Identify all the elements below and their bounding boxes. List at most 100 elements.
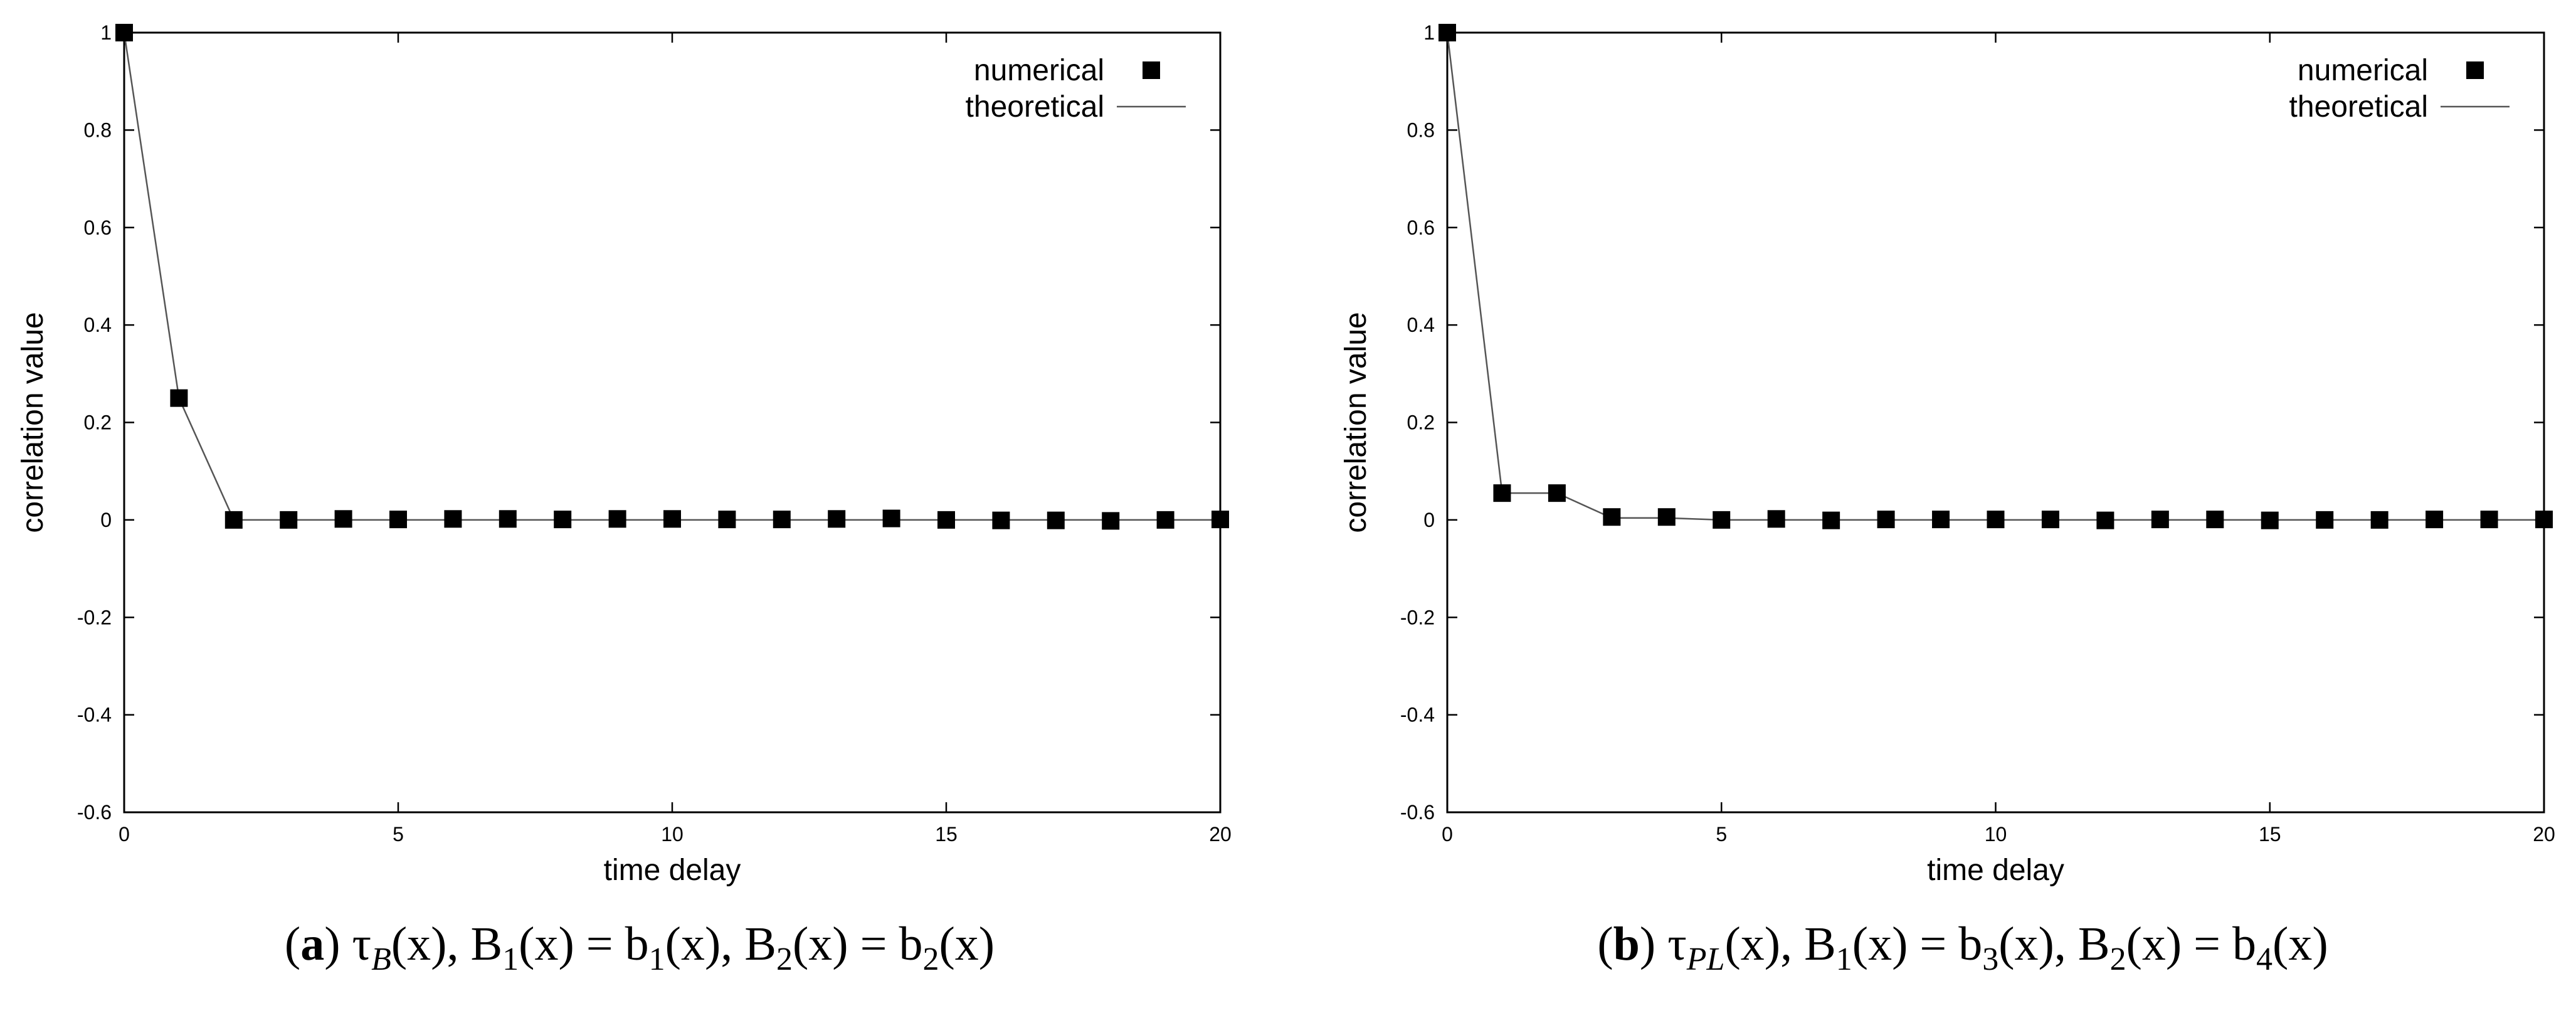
data-point-numerical (2426, 511, 2444, 529)
legend-label-theoretical: theoretical (2289, 90, 2428, 124)
caption-text-segment: (x) = b (1852, 918, 1982, 970)
caption-subscript: 2 (776, 941, 793, 977)
y-tick-label: -0.2 (77, 606, 112, 628)
data-point-numerical (2206, 511, 2224, 529)
legend-marker-numerical (2466, 61, 2484, 79)
caption-subscript: 1 (1836, 941, 1852, 977)
caption-text-segment: (x) = b (519, 918, 648, 970)
y-tick-label: 0 (1423, 509, 1435, 531)
caption-text-segment: (x) = b (793, 918, 922, 970)
x-tick-label: 10 (1985, 823, 2007, 846)
caption-tau: ) τ (1640, 918, 1687, 970)
data-point-numerical (115, 24, 133, 41)
data-point-numerical (2535, 511, 2553, 529)
y-tick-label: -0.6 (77, 801, 112, 824)
data-point-numerical (2151, 511, 2169, 529)
caption-text-segment: (x), B (391, 918, 502, 970)
y-tick-label: 0.8 (1407, 119, 1435, 141)
x-tick-label: 20 (2533, 823, 2555, 846)
data-point-numerical (992, 511, 1010, 529)
y-tick-label: -0.6 (1400, 801, 1435, 824)
caption-subscript: 1 (502, 941, 519, 977)
y-tick-label: 0.6 (84, 216, 112, 239)
caption-paren: ( (285, 918, 300, 970)
y-tick-label: -0.2 (1400, 606, 1435, 628)
data-point-numerical (1603, 508, 1621, 526)
data-point-numerical (1657, 508, 1676, 526)
plot-frame (123, 31, 1222, 814)
data-point-numerical (280, 511, 298, 529)
y-tick-label: 0.8 (84, 119, 112, 141)
caption-tau: ) τ (324, 918, 371, 970)
data-point-numerical (1767, 510, 1785, 528)
data-point-numerical (1102, 512, 1120, 530)
y-tick-label: -0.4 (77, 704, 112, 726)
caption-b1-subscript: 1 (649, 941, 665, 977)
y-tick-label: 0.4 (1407, 314, 1435, 336)
data-point-numerical (882, 509, 900, 528)
caption-subscript: 2 (2110, 941, 2126, 977)
data-point-numerical (2041, 511, 2059, 529)
data-point-numerical (1877, 511, 1895, 529)
data-point-numerical (1548, 484, 1566, 502)
caption-text-segment: (x) (939, 918, 995, 970)
caption-panel-label: a (300, 918, 324, 970)
data-point-numerical (224, 511, 243, 529)
y-tick-label: -0.4 (1400, 704, 1435, 726)
caption-text-segment: (x), B (1724, 918, 1835, 970)
caption-tau-subscript: B (371, 941, 391, 977)
legend-label-numerical: numerical (974, 54, 1104, 87)
data-point-numerical (2316, 511, 2334, 529)
data-point-numerical (2480, 511, 2498, 529)
x-axis-label: time delay (1927, 854, 2064, 887)
y-tick-label: 0.6 (1407, 216, 1435, 239)
x-axis-label: time delay (604, 854, 741, 887)
data-point-numerical (828, 510, 846, 528)
x-tick-label: 15 (2259, 823, 2281, 846)
caption-text-segment: (x) = b (2126, 918, 2256, 970)
legend-label-theoretical: theoretical (966, 90, 1104, 124)
data-point-numerical (608, 510, 626, 528)
data-point-numerical (1713, 511, 1731, 529)
data-point-numerical (2370, 511, 2389, 529)
data-point-numerical (444, 510, 462, 528)
data-point-numerical (1211, 511, 1229, 529)
y-tick-label: 0.2 (84, 411, 112, 434)
data-point-numerical (1822, 511, 1840, 529)
data-point-numerical (2261, 511, 2279, 529)
x-tick-label: 10 (661, 823, 684, 846)
data-point-numerical (773, 511, 791, 529)
x-tick-label: 0 (119, 823, 130, 846)
data-point-numerical (1156, 511, 1175, 529)
data-point-numerical (1438, 24, 1456, 41)
caption-paren: ( (1597, 918, 1613, 970)
data-point-numerical (554, 511, 572, 529)
data-point-numerical (937, 511, 955, 529)
data-point-numerical (1932, 511, 1950, 529)
data-point-numerical (2096, 511, 2114, 529)
y-tick-label: 1 (1423, 21, 1435, 44)
data-point-numerical (170, 389, 188, 407)
data-point-numerical (718, 511, 736, 529)
legend-label-numerical: numerical (2298, 54, 2428, 87)
figure-caption: (a) τB(x), B1(x) = b1(x), B2(x) = b2(x) (285, 918, 995, 977)
figure-caption: (b) τPL(x), B1(x) = b3(x), B2(x) = b4(x) (1597, 918, 2328, 977)
data-point-numerical (334, 510, 352, 528)
x-tick-label: 20 (1209, 823, 1232, 846)
data-point-numerical (389, 511, 407, 529)
x-tick-label: 5 (393, 823, 404, 846)
y-tick-label: 0.4 (84, 314, 112, 336)
caption-b2-subscript: 4 (2256, 941, 2272, 977)
x-tick-label: 5 (1716, 823, 1727, 846)
caption-text-segment: (x) (2272, 918, 2328, 970)
data-point-numerical (499, 510, 517, 528)
caption-panel-label: b (1613, 918, 1640, 970)
caption-text-segment: (x), B (1998, 918, 2109, 970)
plot-frame (1446, 31, 2545, 814)
caption-text-segment: (x), B (665, 918, 776, 970)
caption-b1-subscript: 3 (1982, 941, 1998, 977)
y-tick-label: 0 (100, 509, 112, 531)
